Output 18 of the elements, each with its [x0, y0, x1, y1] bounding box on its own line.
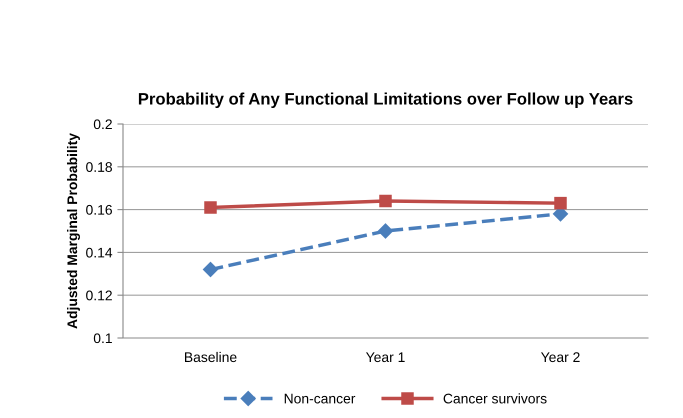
- point: [379, 194, 392, 208]
- x-tick-label: Year 2: [540, 352, 580, 362]
- x-tick-label: Baseline: [185, 352, 237, 362]
- point: [554, 196, 567, 210]
- y-tick-label: 0.12: [86, 290, 112, 300]
- y-tick-label: 0.1: [94, 333, 112, 344]
- y-axis-title: Adjusted Marginal Probability: [66, 133, 80, 329]
- y-tick-label: 0.14: [86, 248, 112, 258]
- chart-title: Probability of Any Functional Limitations over Follow up Years: [138, 92, 633, 108]
- point: [204, 201, 217, 214]
- y-tick-label: 0.16: [86, 204, 112, 215]
- x-tick-label: Year 1: [366, 352, 405, 362]
- y-tick-label: 0.2: [94, 119, 112, 130]
- legend-label: Non-cancer: [284, 394, 356, 404]
- point: [378, 223, 394, 239]
- point: [202, 262, 218, 278]
- legend-label: Cancer survivors: [444, 393, 547, 404]
- y-tick-label: 0.18: [86, 162, 112, 172]
